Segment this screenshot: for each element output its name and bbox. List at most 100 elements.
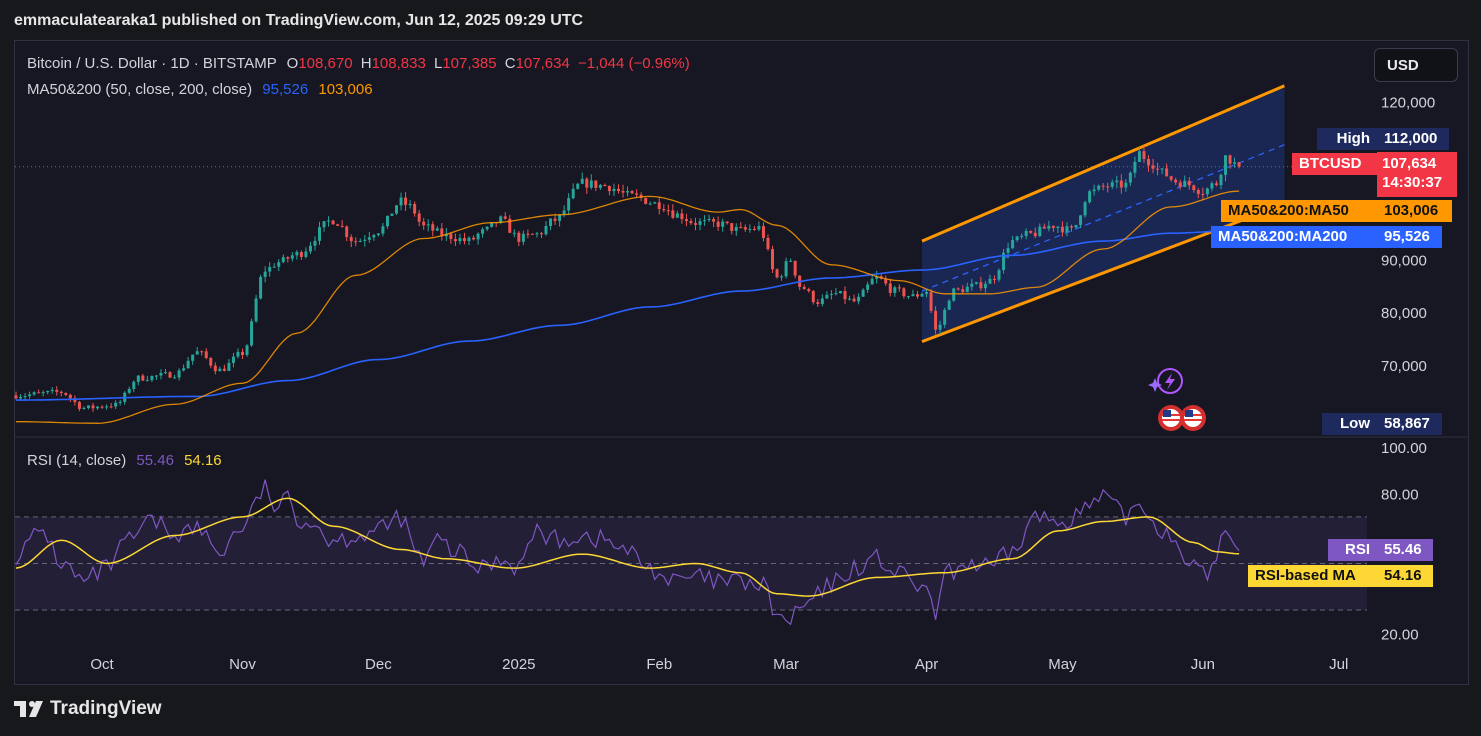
candle-body [96, 406, 100, 409]
candle-body [558, 214, 562, 221]
candle-body [1101, 185, 1105, 187]
last-price-value: 107,634 [1382, 155, 1437, 172]
candle-body [395, 205, 399, 214]
time-tick-label: Feb [646, 656, 672, 673]
candle-body [1056, 226, 1060, 228]
candle-body [1183, 180, 1187, 187]
candle-body [1115, 180, 1119, 183]
rsi-ma-line [15, 497, 1240, 597]
candle-body [467, 237, 471, 242]
candle-body [28, 394, 32, 397]
candle-body [195, 351, 199, 355]
tradingview-logo-icon [14, 701, 43, 717]
candle-body [544, 225, 548, 235]
candle-body [299, 252, 303, 257]
rsi-tag-value: 55.46 [1377, 539, 1433, 561]
candle-body [453, 239, 457, 242]
change-value: −1,044 (−0.96%) [578, 55, 690, 72]
time-tick-label: 2025 [502, 656, 535, 673]
candle-body [295, 252, 299, 256]
rsi-tick-label: 100.00 [1381, 440, 1427, 457]
candle-body [694, 223, 697, 225]
candle-body [209, 358, 213, 366]
candle-body [1065, 226, 1069, 233]
candle-body [105, 406, 109, 408]
candle-body [281, 257, 285, 263]
ma200-line [16, 229, 1240, 401]
candle-body [245, 345, 249, 355]
candle-body [1165, 168, 1169, 177]
candle-body [481, 229, 485, 234]
candle-body [145, 380, 149, 382]
candle-body [77, 402, 81, 409]
candle-body [82, 407, 86, 409]
candle-body [127, 388, 131, 393]
candle-body [866, 284, 870, 290]
candle-body [635, 193, 639, 195]
candle-body [218, 368, 222, 372]
rsi-ma-tag-label: RSI-based MA [1248, 565, 1377, 587]
candle-body [313, 240, 317, 246]
candle-body [943, 309, 947, 325]
candle-body [857, 296, 861, 302]
candle-body [23, 396, 27, 398]
candle-body [1142, 151, 1146, 159]
rsi-ma-legend-value: 54.16 [184, 452, 222, 469]
candle-body [182, 368, 186, 371]
close-value: 107,634 [515, 55, 570, 72]
candle-body [1205, 188, 1209, 195]
candle-body [829, 294, 833, 296]
candle-body [571, 188, 575, 199]
rsi-legend[interactable]: RSI (14, close) 55.46 54.16 [27, 452, 222, 469]
bar-countdown: 14:30:37 [1382, 174, 1443, 191]
candle-body [404, 197, 408, 205]
candle-body [1029, 230, 1033, 233]
candle-body [163, 372, 167, 374]
candle-body [485, 226, 489, 230]
candle-body [576, 183, 580, 189]
candle-body [449, 233, 453, 240]
ma50-line [16, 190, 1240, 424]
candle-body [757, 226, 761, 230]
candle-body [304, 251, 308, 257]
candle-body [1219, 174, 1223, 186]
time-tick-label: Oct [90, 656, 114, 673]
candle-body [675, 213, 679, 218]
candle-body [852, 298, 856, 302]
candle-body [952, 288, 956, 301]
candle-body [698, 221, 702, 225]
candle-body [173, 377, 177, 379]
candle-body [73, 398, 77, 403]
candle-body [630, 191, 634, 194]
tradingview-logo[interactable]: TradingView [14, 698, 162, 720]
time-tick-label: Apr [915, 656, 938, 673]
currency-button[interactable]: USD [1374, 48, 1458, 82]
candle-body [992, 278, 996, 280]
candle-body [1228, 155, 1232, 164]
candle-body [766, 237, 770, 250]
candle-body [1011, 240, 1015, 249]
candle-body [616, 188, 620, 191]
candle-body [118, 401, 122, 403]
candle-body [1002, 252, 1006, 271]
candle-body [707, 219, 711, 221]
candle-body [367, 237, 371, 240]
candle-body [508, 218, 512, 233]
lightning-circle [1157, 368, 1183, 394]
candle-body [739, 227, 743, 229]
candle-body [186, 360, 190, 369]
ma-legend[interactable]: MA50&200 (50, close, 200, close) 95,526 … [27, 81, 373, 98]
candle-body [920, 293, 924, 297]
candle-body [503, 216, 507, 219]
us-flag-event-icon [1158, 405, 1184, 431]
candle-body [1214, 183, 1218, 186]
candle-body [902, 288, 906, 297]
price-tick-label: 90,000 [1381, 253, 1427, 270]
ohlc-legend: Bitcoin / U.S. Dollar · 1D · BITSTAMP O1… [27, 55, 690, 72]
candle-body [834, 293, 838, 295]
candle-body [1237, 162, 1241, 167]
symbol-title[interactable]: Bitcoin / U.S. Dollar · 1D · BITSTAMP [27, 55, 277, 72]
candle-body [929, 292, 933, 311]
candle-body [789, 260, 793, 262]
